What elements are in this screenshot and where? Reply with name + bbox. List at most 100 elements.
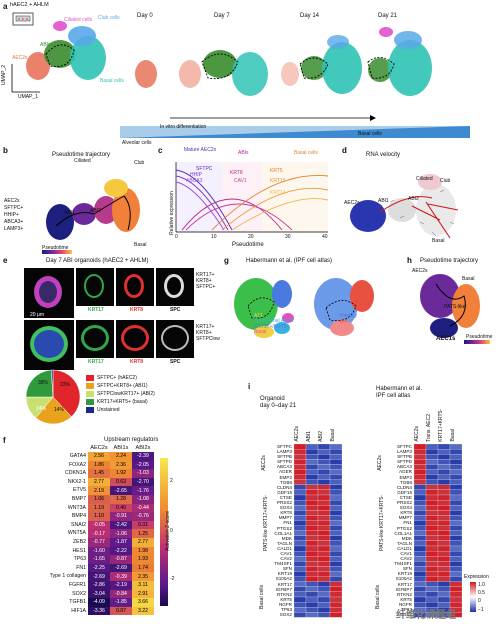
i-gene-label: GDF15 [397, 489, 412, 495]
f-cell: -2.65 [110, 486, 132, 495]
i-scale-tick: −1 [478, 607, 484, 613]
i-cell [305, 459, 319, 465]
i-cell [437, 448, 451, 455]
i-cell [317, 556, 331, 562]
f-cell: 1.06 [88, 494, 110, 504]
i-gene-label: MDK [281, 535, 292, 541]
i-cell [449, 545, 462, 552]
i-heatmap-left [294, 444, 342, 618]
i-gene-label: TM4SF1 [394, 561, 412, 567]
i-gene-label: EMP2 [399, 474, 412, 480]
f-cell: -2.05 [132, 460, 154, 470]
g-legend: AEC2 AT1 Transitional AEC2 KRT17+/KRT5- … [254, 307, 294, 336]
i-cell [317, 510, 331, 516]
i-cell [294, 459, 307, 465]
g-legend2: Healthy IPF [340, 313, 357, 325]
i-cell [317, 525, 331, 531]
f-cell: -1.76 [132, 486, 154, 495]
f-row-label: TP63 [73, 556, 86, 563]
i-cell [294, 602, 307, 608]
i-gene-label: CAV1 [400, 550, 412, 556]
stain-krt17: KRT17 [88, 359, 104, 365]
f-row-label: FGFR1 [68, 581, 86, 588]
i-cell [294, 469, 307, 475]
i-gene-label: KRT19 [277, 571, 292, 577]
i-scale-tick: 0.5 [478, 590, 485, 596]
label-abi2: ABI2 [90, 208, 101, 214]
i-cell [414, 489, 427, 496]
panel-e-label: e [3, 256, 8, 265]
c-tick: 40 [322, 234, 328, 240]
i-cell [425, 520, 439, 526]
i-col: ABI2 [318, 431, 324, 442]
h-trajectory-umap [420, 274, 490, 344]
i-cell [294, 596, 307, 603]
i-cell [317, 576, 331, 582]
pie-pct: 38% [38, 380, 49, 386]
f-cell: -2.86 [88, 580, 110, 590]
i-cell [437, 479, 451, 485]
f-row-label: WNT3A [67, 504, 86, 511]
f-scale-tick: 0 [170, 528, 173, 534]
i-cell [425, 505, 439, 511]
h-label-pats: PATS-like [444, 304, 466, 310]
i-gene-label: CAV2 [280, 556, 292, 562]
i-cell [305, 540, 319, 547]
i-cell [437, 530, 451, 536]
c-tick: 30 [285, 234, 291, 240]
f-row-label: FN1 [76, 564, 86, 571]
i-cell [294, 540, 307, 547]
i-col: Trans. AEC2 [426, 413, 432, 442]
i-cell [305, 535, 319, 542]
marker-line: KRT17+ [196, 272, 215, 278]
i-cell [305, 571, 319, 577]
i-cell [294, 561, 307, 567]
i-scale-tick: 1.0 [478, 582, 485, 588]
i-cell [305, 474, 319, 480]
i-gene-label: SFTPB [277, 454, 292, 460]
i-gene-label: SFTPC [396, 444, 412, 449]
i-gene-label: KRT19 [397, 571, 412, 577]
f-row-label: FOXA2 [68, 461, 86, 468]
micrograph-krt8-1 [116, 268, 154, 306]
f-cell: 0.87 [110, 606, 132, 616]
g-legend-item: AEC2 [254, 307, 268, 313]
i-gene-label: FN1 [403, 520, 412, 526]
i-cell [425, 515, 439, 521]
pie-slice [51, 369, 54, 398]
i-cell [437, 586, 451, 593]
i-right-title: Habermann et al. IPF cell atlas [376, 386, 423, 399]
i-cell [437, 561, 451, 567]
i-gene-label: LAMP3 [396, 449, 412, 455]
g-legend-item: Transitional AEC2 [254, 318, 294, 324]
d-label-ciliated: Ciliated [416, 176, 433, 182]
i-cell [414, 566, 427, 572]
pie-slice [35, 396, 72, 425]
i-cell [305, 454, 319, 460]
f-cell: -0.44 [132, 503, 154, 513]
pie-slice [52, 369, 81, 418]
i-cell [425, 591, 439, 598]
f-scale-tick: 2 [170, 478, 173, 484]
i-cell [449, 474, 462, 480]
i-cell [305, 612, 319, 618]
i-cell [305, 581, 319, 587]
d-label-abi1: ABI1 [378, 198, 389, 204]
panel-e-title: Day 7 ABI organoids (hAEC2 + AHLM) [46, 258, 149, 264]
i-cell [305, 489, 319, 496]
legend-swatch [86, 375, 94, 381]
i-cell [414, 556, 427, 562]
i-cell [329, 510, 342, 516]
i-cell [425, 556, 439, 562]
i-cell [425, 586, 439, 593]
i-gene-label: PRSS2 [396, 500, 412, 506]
i-cell [294, 489, 307, 496]
f-cell: -1.06 [110, 529, 132, 538]
pseudotime-umap [42, 179, 140, 254]
f-cell: 2.77 [88, 477, 110, 487]
i-cell [317, 612, 331, 618]
i-cell [414, 571, 427, 577]
i-cell [294, 510, 307, 516]
i-gene-label: CTSE [279, 494, 292, 500]
i-cell [437, 454, 451, 460]
